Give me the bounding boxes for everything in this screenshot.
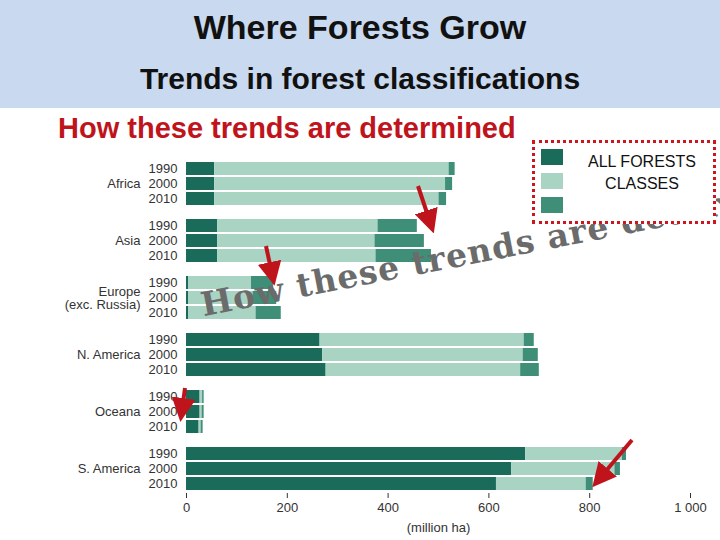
svg-text:1990: 1990 (149, 218, 178, 233)
svg-text:2010: 2010 (149, 419, 178, 434)
svg-text:2000: 2000 (149, 176, 178, 191)
svg-text:1990: 1990 (149, 389, 178, 404)
svg-text:2010: 2010 (149, 476, 178, 491)
svg-text:N. America: N. America (77, 347, 141, 362)
svg-text:400: 400 (377, 500, 399, 515)
svg-text:0: 0 (183, 500, 190, 515)
html-text:Trends in forest classificatio: Trends in forest classifications (139, 62, 581, 95)
html-text:ALL FORESTS CLASSES: ALL FORESTS CLASSES (588, 153, 696, 192)
svg-text:S. America: S. America (78, 461, 142, 476)
svg-text:2010: 2010 (149, 362, 178, 377)
svg-text:1990: 1990 (149, 161, 178, 176)
svg-text:1990: 1990 (149, 275, 178, 290)
svg-text:(million ha): (million ha) (407, 520, 471, 535)
svg-text:Africa: Africa (107, 176, 141, 191)
svg-text:2010: 2010 (149, 305, 178, 320)
svg-text:2010: 2010 (149, 248, 178, 263)
svg-text:1990: 1990 (149, 332, 178, 347)
svg-text:Asia: Asia (115, 233, 141, 248)
svg-text:Oceana: Oceana (95, 404, 141, 419)
svg-text:2000: 2000 (149, 404, 178, 419)
svg-text:2000: 2000 (149, 233, 178, 248)
svg-text:2000: 2000 (149, 347, 178, 362)
svg-text:2010: 2010 (149, 191, 178, 206)
html-text:Where Forests Grow: Where Forests Grow (193, 8, 527, 46)
svg-text:600: 600 (478, 500, 500, 515)
svg-text:1990: 1990 (149, 446, 178, 461)
svg-text:200: 200 (276, 500, 298, 515)
html-text:How these trends are determine: How these trends are determined (58, 112, 516, 144)
svg-text:1 000: 1 000 (674, 500, 707, 515)
svg-text:2000: 2000 (149, 290, 178, 305)
svg-text:Europe(exc. Russia): Europe(exc. Russia) (65, 284, 141, 312)
svg-text:800: 800 (579, 500, 601, 515)
svg-text:2000: 2000 (149, 461, 178, 476)
